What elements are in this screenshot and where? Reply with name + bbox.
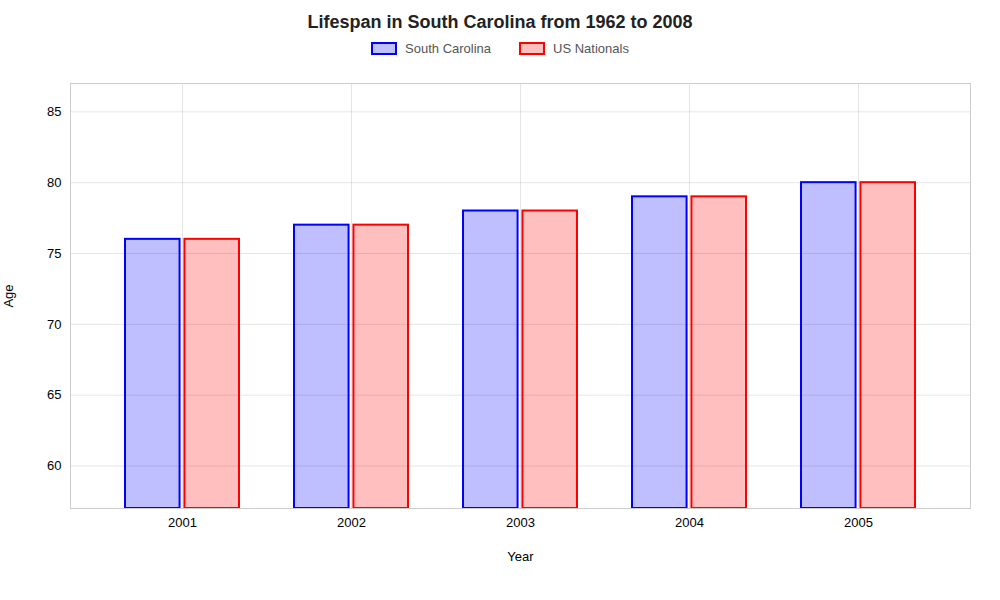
html-text:South Carolina: South Carolina [405,40,492,56]
svg-text:Age: Age [1,284,16,307]
svg-text:2002: 2002 [337,515,366,530]
svg-text:85: 85 [47,104,61,119]
svg-text:Year: Year [507,549,534,564]
svg-text:60: 60 [47,458,61,473]
svg-text:70: 70 [47,316,61,331]
svg-text:2005: 2005 [844,515,873,530]
html-text:US Nationals: US Nationals [553,40,629,56]
svg-text:80: 80 [47,175,61,190]
svg-text:75: 75 [47,246,61,261]
svg-text:2001: 2001 [168,515,197,530]
svg-text:65: 65 [47,387,61,402]
svg-text:2003: 2003 [506,515,535,530]
svg-text:2004: 2004 [675,515,704,530]
html-text:Lifespan in South Carolina fro: Lifespan in South Carolina from 1962 to … [307,12,693,32]
